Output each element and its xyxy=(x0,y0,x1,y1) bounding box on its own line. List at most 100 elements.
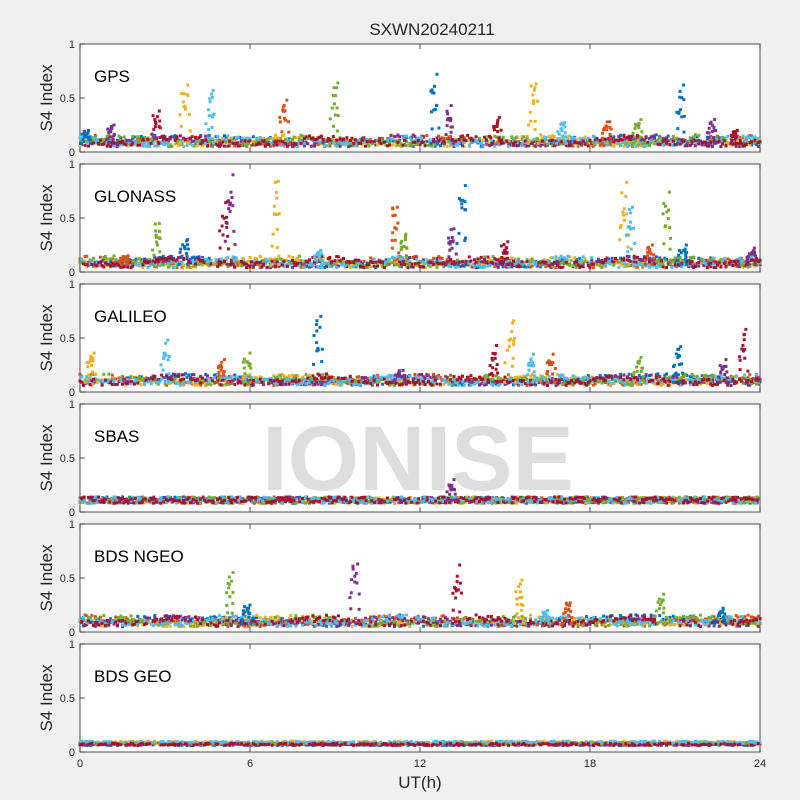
data-point xyxy=(182,257,186,261)
data-point xyxy=(92,373,96,377)
data-point xyxy=(151,139,155,143)
data-point xyxy=(637,379,641,383)
spike-point xyxy=(643,259,647,263)
data-point xyxy=(653,134,657,138)
data-point xyxy=(743,259,747,263)
data-point xyxy=(500,138,504,142)
spike-point xyxy=(629,247,633,251)
data-point xyxy=(634,381,638,385)
data-point xyxy=(614,377,617,381)
spike-point xyxy=(316,251,320,255)
data-point xyxy=(658,141,662,145)
data-point xyxy=(138,137,141,141)
data-point xyxy=(595,137,599,141)
data-point xyxy=(496,265,500,269)
data-point xyxy=(248,260,252,264)
data-point xyxy=(751,379,755,383)
data-point xyxy=(272,140,276,144)
data-point xyxy=(634,256,638,260)
data-point xyxy=(246,140,250,144)
data-point xyxy=(367,144,371,148)
data-point xyxy=(291,265,294,269)
data-point xyxy=(163,256,167,260)
data-point xyxy=(447,262,451,266)
data-point xyxy=(554,143,558,147)
data-point xyxy=(209,144,213,148)
spike-point xyxy=(89,141,93,145)
data-point xyxy=(619,256,623,260)
data-point xyxy=(467,136,471,140)
data-point xyxy=(117,140,121,144)
data-point xyxy=(189,140,192,144)
data-point xyxy=(425,261,429,265)
spike-point xyxy=(608,141,612,145)
data-point xyxy=(391,374,395,378)
data-point xyxy=(680,258,684,262)
data-point xyxy=(216,143,220,147)
data-point xyxy=(714,262,718,266)
spike-point xyxy=(405,255,409,259)
data-point xyxy=(190,139,194,143)
data-point xyxy=(503,265,507,269)
data-point xyxy=(316,382,320,386)
data-point xyxy=(377,380,381,384)
data-point xyxy=(658,136,662,140)
data-point xyxy=(347,380,351,384)
data-point xyxy=(483,262,487,266)
data-point xyxy=(738,256,742,260)
data-point xyxy=(115,259,119,263)
data-point xyxy=(158,378,162,382)
data-point xyxy=(636,142,640,146)
data-point xyxy=(297,259,301,263)
data-point xyxy=(156,260,160,264)
data-point xyxy=(331,262,335,266)
data-point xyxy=(520,137,524,141)
data-point xyxy=(134,378,138,382)
data-point xyxy=(387,257,391,261)
data-point xyxy=(750,140,753,144)
data-point xyxy=(489,262,493,266)
data-point xyxy=(607,143,611,147)
data-point xyxy=(384,143,388,147)
data-point xyxy=(738,135,742,139)
data-point xyxy=(119,136,123,140)
data-point xyxy=(260,259,264,263)
y-tick-label: 0 xyxy=(69,387,75,399)
data-point xyxy=(158,260,162,264)
data-point xyxy=(376,264,379,268)
data-point xyxy=(207,134,211,138)
data-point xyxy=(258,264,262,268)
data-point xyxy=(620,258,624,262)
data-point xyxy=(505,265,509,269)
data-point xyxy=(206,259,209,263)
spike-point xyxy=(712,136,716,140)
data-point xyxy=(639,257,643,261)
data-point xyxy=(554,266,558,270)
spike-point xyxy=(633,241,637,245)
data-point xyxy=(360,265,364,269)
data-point xyxy=(753,378,757,382)
data-point xyxy=(367,379,371,383)
spike-point xyxy=(463,208,467,212)
data-point xyxy=(338,259,342,263)
data-point xyxy=(138,376,141,380)
data-point xyxy=(467,255,471,259)
data-point xyxy=(608,143,612,147)
data-point xyxy=(406,143,410,147)
data-point xyxy=(333,143,337,147)
data-point xyxy=(415,261,419,265)
data-point xyxy=(333,259,337,263)
data-point xyxy=(200,139,204,143)
data-point xyxy=(416,373,420,377)
data-point xyxy=(277,373,281,377)
data-point xyxy=(586,140,590,144)
data-point xyxy=(87,263,90,267)
data-point xyxy=(539,133,543,137)
data-point xyxy=(559,373,563,377)
data-point xyxy=(469,136,473,140)
data-point xyxy=(136,137,140,141)
data-point xyxy=(267,140,271,144)
data-point xyxy=(90,260,94,264)
data-point xyxy=(495,135,498,139)
